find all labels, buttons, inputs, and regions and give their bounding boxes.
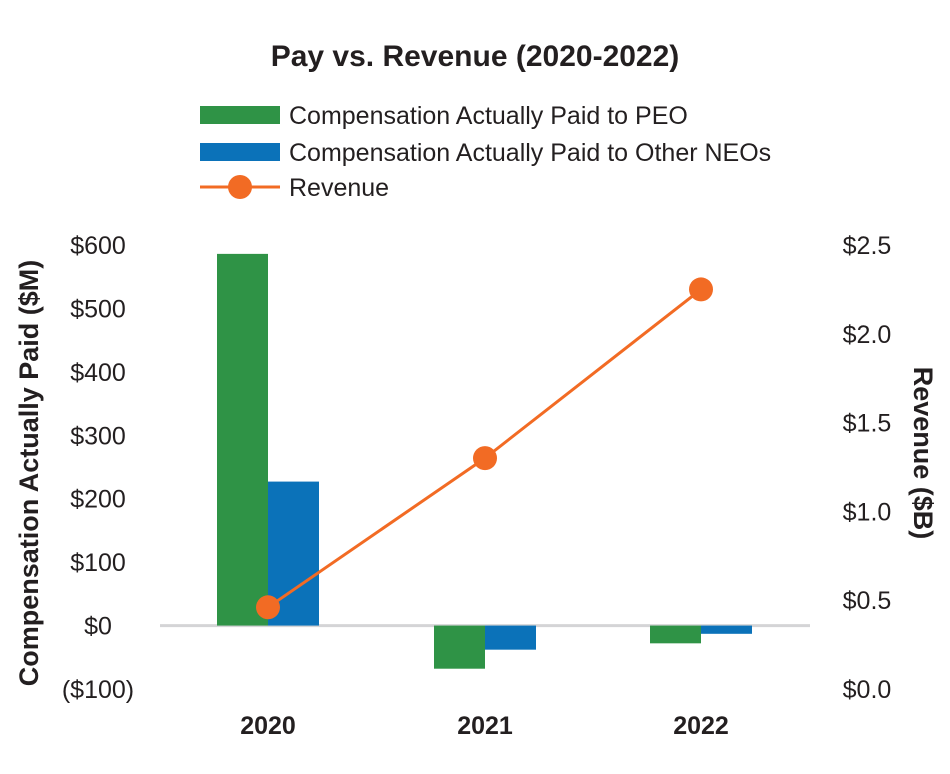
legend-label: Revenue [289,174,389,202]
left-axis-ticks: ($100) $0 $100 $200 $300 $400 $500 $600 [62,232,134,704]
left-tick-label: $400 [70,359,126,387]
right-tick-label: $1.0 [843,498,892,526]
bars [217,253,752,669]
left-tick-label: $300 [70,422,126,450]
right-tick-label: $2.0 [843,321,892,349]
revenue-line [256,277,713,620]
right-tick-label: $0.0 [843,676,892,704]
left-tick-label: $200 [70,486,126,514]
peo-bar-2022 [650,625,701,644]
x-axis-ticks: 2020 2021 2022 [240,712,729,740]
legend-marker [228,175,252,199]
left-tick-label: $600 [70,232,126,260]
neo-bar-2021 [485,625,536,650]
peo-bar-2021 [434,625,485,669]
right-axis-ticks: $0.0 $0.5 $1.0 $1.5 $2.0 $2.5 [843,232,892,704]
x-tick-label: 2021 [457,712,513,740]
left-tick-label: $500 [70,295,126,323]
revenue-point-2020 [256,595,280,620]
revenue-point-2021 [473,446,497,471]
peo-bar-2020 [217,253,268,626]
chart-title: Pay vs. Revenue (2020-2022) [271,40,680,73]
right-tick-label: $1.5 [843,410,892,438]
right-tick-label: $2.5 [843,232,892,260]
right-axis-label: Revenue ($B) [908,367,938,540]
legend-label: Compensation Actually Paid to Other NEOs [289,139,771,167]
x-tick-label: 2022 [673,712,729,740]
revenue-point-2022 [689,277,713,302]
left-tick-label: $100 [70,549,126,577]
left-tick-label: $0 [84,613,112,641]
legend-swatch [200,106,280,124]
left-axis-label: Compensation Actually Paid ($M) [14,260,44,687]
legend: Compensation Actually Paid to PEO Compens… [200,102,771,202]
neo-bar-2022 [701,625,752,634]
right-tick-label: $0.5 [843,587,892,615]
legend-label: Compensation Actually Paid to PEO [289,102,688,130]
x-tick-label: 2020 [240,712,296,740]
legend-swatch [200,143,280,161]
left-tick-label: ($100) [62,676,134,704]
